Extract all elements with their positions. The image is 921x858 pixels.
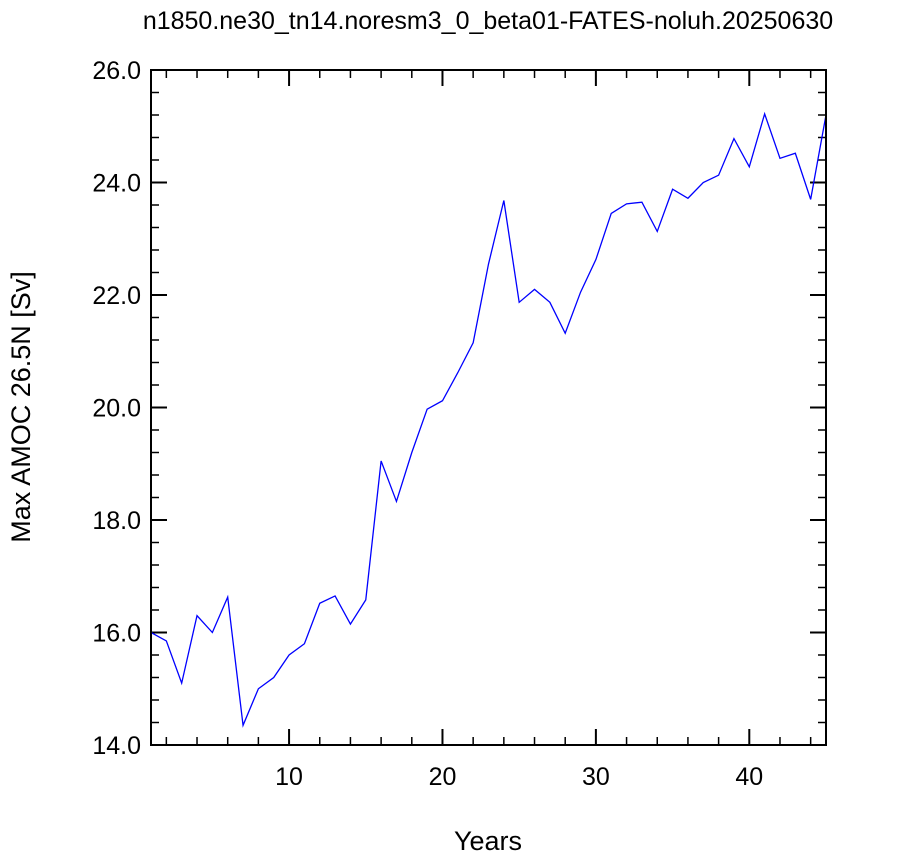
- y-tick-label: 16.0: [92, 620, 141, 648]
- x-tick-label: 20: [429, 763, 457, 791]
- y-tick-label: 14.0: [92, 732, 141, 760]
- y-axis-label: Max AMOC 26.5N [Sv]: [6, 271, 36, 543]
- y-axis-ticks: 14.0 16.0 18.0 20.0 22.0 24.0 26.0: [92, 57, 826, 760]
- y-minor-ticks: [151, 69, 826, 746]
- x-minor-ticks: [165, 70, 812, 745]
- x-tick-label: 40: [735, 763, 763, 791]
- x-axis-ticks: 10 20 30 40: [275, 70, 763, 791]
- x-tick-label: 10: [275, 763, 303, 791]
- series-line-amoc: [150, 111, 827, 728]
- y-tick-label: 18.0: [92, 507, 141, 535]
- y-tick-label: 24.0: [92, 170, 141, 198]
- x-tick-label: 30: [582, 763, 610, 791]
- y-tick-label: 22.0: [92, 282, 141, 310]
- x-axis-label: Years: [454, 826, 522, 856]
- plot-frame: [150, 69, 827, 746]
- chart-title: n1850.ne30_tn14.noresm3_0_beta01-FATES-n…: [143, 7, 833, 35]
- y-tick-label: 20.0: [92, 395, 141, 423]
- y-tick-label: 26.0: [92, 57, 141, 85]
